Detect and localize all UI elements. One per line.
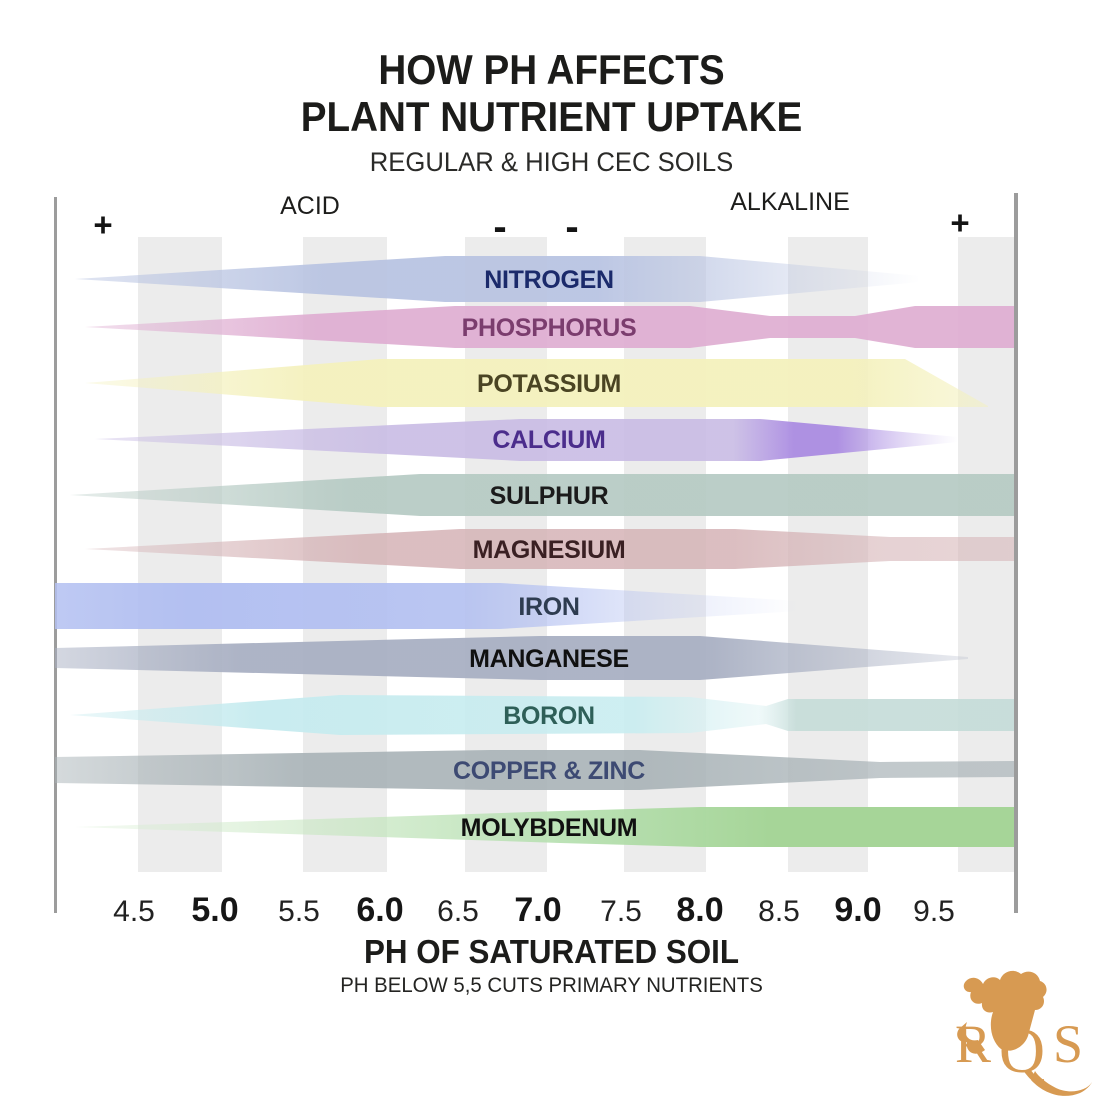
band-phosphorus [85,306,1014,348]
label-manganese: MANGANESE [469,645,629,673]
band-potassium [85,359,988,407]
tick-8.0: 8.0 [676,891,723,929]
left-axis-line [54,197,57,913]
tick-7.5: 7.5 [600,895,642,928]
nutrient-bands [55,256,1014,847]
minus-right-marker: - [565,205,578,249]
label-copper-zinc: COPPER & ZINC [453,757,645,785]
tick-7.0: 7.0 [514,891,561,929]
tick-5.5: 5.5 [278,895,320,928]
band-molybdenum [75,807,1014,847]
tick-4.5: 4.5 [113,895,155,928]
plus-right-marker: + [950,204,969,241]
x-axis-title: PH OF SATURATED SOIL [363,933,740,970]
label-nitrogen: NITROGEN [484,266,614,294]
label-phosphorus: PHOSPHORUS [462,314,637,342]
lion-icon [957,970,1047,1054]
band-iron [55,583,800,629]
band-nitrogen [75,256,920,302]
label-iron: IRON [518,593,579,621]
band-sulphur [70,474,1014,516]
band-magnesium [85,529,1014,569]
header: HOW PH AFFECTS PLANT NUTRIENT UPTAKE REG… [0,46,1103,178]
label-boron: BORON [503,702,595,730]
minus-left-marker: - [493,205,506,249]
x-axis-note: PH BELOW 5,5 CUTS PRIMARY NUTRIENTS [340,974,763,997]
plus-left-marker: + [93,206,112,243]
rqs-logo: R Q S [955,970,1092,1096]
label-calcium: CALCIUM [492,426,605,454]
footer: PH OF SATURATED SOIL PH BELOW 5,5 CUTS P… [0,933,1103,998]
band-copper-zinc [55,750,1014,790]
label-magnesium: MAGNESIUM [473,536,626,564]
label-sulphur: SULPHUR [490,482,609,510]
alkaline-zone-label: ALKALINE [730,188,850,216]
band-boron [70,695,1014,735]
title-line2: PLANT NUTRIENT UPTAKE [300,93,803,140]
acid-zone-label: ACID [280,192,340,220]
logo-letter-s: S [1053,1014,1083,1074]
logo-letter-r: R [955,1014,991,1074]
q-tail-flourish [1031,1071,1092,1096]
logo-letter-q: Q [999,1015,1045,1086]
page-title: HOW PH AFFECTS PLANT NUTRIENT UPTAKE [44,46,1059,140]
tick-9.0: 9.0 [834,891,881,929]
tick-5.0: 5.0 [191,891,238,929]
ph-tick-labels: 4.5 5.0 5.5 6.0 6.5 7.0 7.5 8.0 8.5 9.0 … [113,891,955,929]
tick-8.5: 8.5 [758,895,800,928]
tick-9.5: 9.5 [913,895,955,928]
band-manganese [55,636,968,680]
title-line1: HOW PH AFFECTS [378,46,725,93]
tick-6.0: 6.0 [356,891,403,929]
band-calcium [95,419,958,461]
label-potassium: POTASSIUM [477,370,621,398]
subtitle: REGULAR & HIGH CEC SOILS [369,147,734,177]
nutrient-labels: NITROGEN PHOSPHORUS POTASSIUM CALCIUM SU… [453,266,645,842]
right-axis-line [1014,193,1018,913]
label-molybdenum: MOLYBDENUM [461,814,638,842]
tick-6.5: 6.5 [437,895,479,928]
